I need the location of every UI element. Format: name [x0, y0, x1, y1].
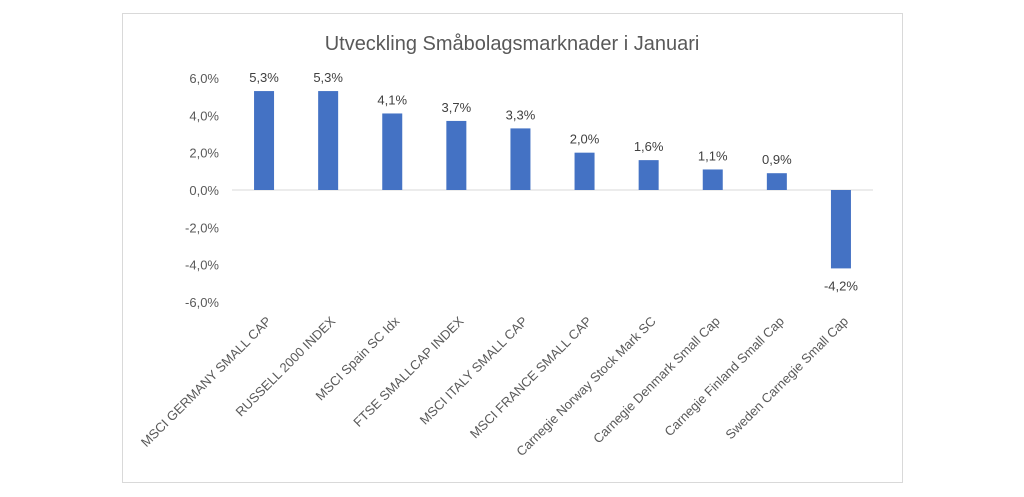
bar — [574, 152, 595, 190]
data-label: 2,0% — [570, 132, 600, 147]
data-labels: 5,3% 5,3% 4,1% 3,7% 3,3% 2,0% 1,6% 1,1% 0,9% -4,2… — [249, 70, 858, 293]
data-label: 5,3% — [249, 70, 279, 85]
category-label: Carnegie Finland Small Cap — [661, 314, 787, 440]
y-tick-label: 0,0% — [189, 183, 219, 198]
category-label: MSCI GERMANY SMALL CAP — [138, 314, 274, 450]
category-label: FTSE SMALLCAP INDEX — [350, 313, 466, 429]
y-tick-label: -2,0% — [185, 220, 219, 235]
chart-title: Utveckling Småbolagsmarknader i Januari — [325, 33, 700, 55]
data-label: 1,1% — [698, 148, 728, 163]
data-label: 4,1% — [377, 92, 407, 107]
bar — [702, 169, 723, 190]
bar — [318, 91, 339, 190]
data-label: 5,3% — [313, 70, 343, 85]
bars — [254, 91, 851, 269]
bar — [254, 91, 275, 190]
category-label: MSCI FRANCE SMALL CAP — [467, 314, 595, 442]
category-label: Carnegie Norway Stock Mark SC — [513, 314, 658, 459]
y-axis: 6,0% 4,0% 2,0% 0,0% -2,0% -4,0% -6,0% — [185, 71, 219, 310]
data-label: 3,3% — [506, 107, 536, 122]
y-tick-label: 6,0% — [189, 71, 219, 86]
chart-frame — [122, 13, 903, 483]
y-tick-label: -6,0% — [185, 295, 219, 310]
data-label: 0,9% — [762, 152, 792, 167]
y-tick-label: -4,0% — [185, 258, 219, 273]
y-tick-label: 4,0% — [189, 108, 219, 123]
bar — [830, 190, 851, 269]
bar — [446, 120, 467, 190]
data-label: -4,2% — [824, 278, 858, 293]
data-label: 1,6% — [634, 139, 664, 154]
category-label: Sweden Carnegie Small Cap — [722, 314, 851, 443]
bar — [510, 128, 531, 190]
bar — [638, 160, 659, 190]
bar — [766, 173, 787, 190]
data-label: 3,7% — [442, 100, 472, 115]
y-tick-label: 2,0% — [189, 146, 219, 161]
category-label: MSCI ITALY SMALL CAP — [417, 314, 531, 428]
bar — [382, 113, 403, 190]
category-label: Carnegie Denmark Small Cap — [590, 314, 723, 447]
